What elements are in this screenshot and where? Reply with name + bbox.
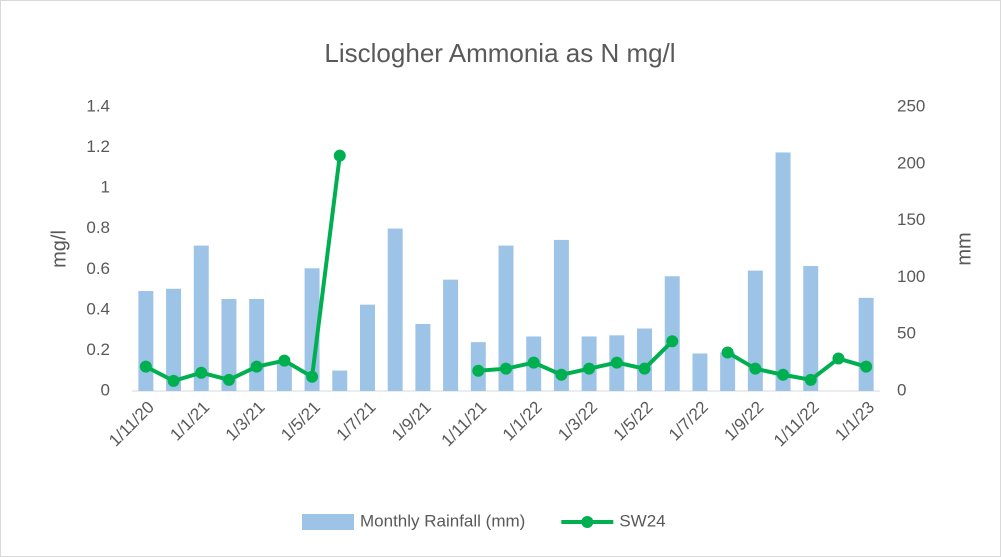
y2-tick-label: 150 — [897, 210, 925, 229]
bar — [553, 239, 569, 391]
line-marker — [610, 356, 623, 369]
y-tick-label: 0 — [101, 380, 110, 399]
bar — [332, 370, 348, 391]
bar — [360, 304, 375, 391]
bar — [498, 245, 514, 391]
bar — [747, 270, 763, 391]
bar — [193, 245, 209, 391]
legend-label: SW24 — [619, 511, 665, 530]
legend-swatch — [302, 514, 354, 530]
bar — [637, 328, 652, 391]
y-tick-label: 0.8 — [86, 218, 110, 237]
bar — [692, 353, 708, 391]
line-marker — [638, 362, 651, 375]
line-marker — [804, 373, 817, 386]
line-marker — [555, 368, 568, 381]
bar — [443, 279, 459, 391]
y2-tick-label: 250 — [897, 96, 925, 115]
bar — [221, 298, 237, 391]
bar — [858, 297, 874, 391]
bar — [166, 288, 182, 391]
line-marker — [306, 370, 319, 383]
line-marker — [472, 364, 485, 377]
bar — [415, 323, 431, 391]
y-tick-label: 0.6 — [86, 259, 110, 278]
line-marker — [250, 360, 263, 373]
line-marker — [139, 360, 152, 373]
chart-title: Lisclogher Ammonia as N mg/l — [324, 38, 675, 68]
y-tick-label: 0.2 — [86, 340, 110, 359]
y-tick-label: 0.4 — [86, 299, 110, 318]
line-marker — [860, 360, 873, 373]
line-marker — [195, 366, 208, 379]
y2-tick-label: 200 — [897, 153, 925, 172]
y-tick-label: 1.2 — [86, 137, 110, 156]
y2-axis-title: mm — [953, 232, 975, 265]
line-marker — [583, 362, 596, 375]
y2-tick-label: 0 — [897, 380, 906, 399]
line-marker — [527, 356, 540, 369]
bar — [664, 276, 680, 391]
bar — [276, 362, 292, 391]
bar — [138, 291, 154, 391]
line-marker — [749, 362, 762, 375]
y-tick-label: 1 — [101, 178, 110, 197]
y-tick-label: 1.4 — [86, 96, 110, 115]
line-marker — [832, 352, 845, 365]
line-marker — [278, 354, 291, 367]
line-marker — [777, 368, 790, 381]
line-marker — [500, 362, 512, 375]
bar — [775, 152, 791, 391]
bar — [249, 298, 265, 391]
line-marker — [333, 149, 346, 162]
y2-tick-label: 50 — [897, 324, 916, 343]
y2-tick-label: 100 — [897, 267, 925, 286]
bar — [387, 228, 403, 391]
bar — [720, 352, 736, 391]
y-axis-title: mg/l — [48, 230, 70, 268]
line-marker — [666, 335, 679, 348]
bar — [803, 266, 819, 391]
legend-label: Monthly Rainfall (mm) — [360, 511, 525, 530]
legend-swatch-marker — [581, 516, 594, 528]
line-marker — [721, 346, 734, 359]
line-marker — [222, 373, 235, 386]
line-marker — [167, 374, 180, 387]
